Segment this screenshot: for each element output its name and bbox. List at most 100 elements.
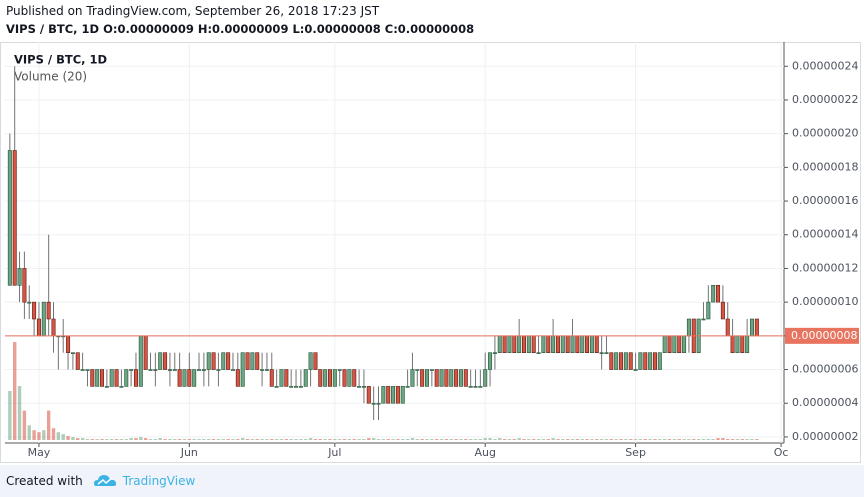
- candle-body: [614, 352, 619, 370]
- volume-bar: [376, 439, 381, 440]
- volume-bar: [716, 438, 720, 440]
- candle-body: [468, 386, 473, 388]
- volume-bar: [750, 439, 754, 440]
- candle-body: [551, 335, 556, 353]
- candle-body: [420, 369, 425, 387]
- volume-bar: [653, 439, 657, 440]
- candle-body: [560, 335, 565, 353]
- candle-body: [541, 335, 546, 353]
- volume-bar: [532, 439, 536, 440]
- candle-body: [415, 369, 420, 371]
- candle-body: [517, 335, 522, 353]
- volume-bar: [473, 439, 478, 440]
- volume-bar: [415, 439, 419, 440]
- candle-body: [303, 369, 308, 387]
- volume-bar: [672, 439, 677, 440]
- candle-body: [12, 150, 17, 286]
- volume-bar: [507, 439, 512, 440]
- candle-body: [230, 369, 235, 371]
- candle-body: [458, 369, 463, 387]
- candle-body: [119, 386, 124, 388]
- candle-body: [638, 352, 643, 370]
- candle-body: [585, 335, 590, 353]
- volume-bar: [27, 425, 31, 440]
- logo: [93, 475, 116, 486]
- candle-body: [706, 301, 711, 320]
- volume-bar: [362, 439, 366, 440]
- volume-bar: [216, 439, 221, 440]
- volume-bar: [662, 439, 667, 440]
- volume-bar: [512, 439, 517, 440]
- volume-bar: [245, 439, 250, 440]
- candle-body: [725, 318, 730, 337]
- y-tick-label: 0.00000010: [792, 295, 858, 308]
- candle-body: [580, 335, 585, 353]
- volume-bar: [396, 439, 400, 440]
- volume-bar: [328, 439, 332, 440]
- volume-bar: [173, 439, 177, 440]
- last-price-box: [785, 327, 859, 344]
- volume-bar: [371, 438, 376, 440]
- volume-bar: [304, 439, 308, 440]
- candle-body: [318, 369, 323, 387]
- volume-bar: [638, 439, 643, 440]
- volume-bar: [337, 439, 342, 440]
- frame: [0, 42, 861, 463]
- volume-bar: [454, 439, 458, 440]
- volume-bar: [599, 439, 604, 440]
- candle-body: [720, 301, 725, 320]
- candle-body: [337, 369, 342, 371]
- candle-body: [41, 301, 46, 337]
- volume-bar: [270, 439, 274, 440]
- volume-bar: [308, 438, 313, 440]
- volume-bar: [22, 410, 27, 440]
- candle-body: [565, 335, 570, 353]
- candle-body: [124, 369, 129, 387]
- volume-bar: [580, 439, 584, 440]
- volume-bar: [221, 439, 225, 440]
- volume-bar: [633, 439, 638, 440]
- volume-bar: [8, 391, 12, 440]
- candle-body: [594, 335, 599, 353]
- volume-bar: [493, 439, 497, 440]
- candle-body: [604, 352, 609, 354]
- volume-bar: [444, 439, 449, 440]
- volume-bar: [250, 439, 255, 440]
- volume-bar: [546, 439, 550, 440]
- volume-bar: [207, 439, 211, 440]
- ohlc: VIPS / BTC, 1D O:0.00000009 H:0.00000009…: [6, 22, 475, 36]
- candle-body: [197, 369, 202, 371]
- volume-bar: [240, 438, 245, 440]
- candle-body: [570, 335, 575, 353]
- candle-body: [274, 386, 279, 388]
- candle-body: [22, 268, 27, 303]
- volume-bar: [284, 439, 289, 440]
- candle-body: [366, 386, 371, 404]
- candle-body: [172, 369, 177, 371]
- candle-body: [711, 284, 716, 303]
- candle-body: [536, 352, 541, 354]
- volume-bar: [139, 437, 143, 440]
- volume-bar: [318, 439, 322, 440]
- candle-body: [66, 335, 71, 353]
- volume-bar: [129, 438, 133, 440]
- candle-body: [313, 352, 318, 370]
- brand[interactable]: TradingView: [122, 474, 196, 488]
- volume-bar: [745, 439, 749, 440]
- candle-body: [284, 369, 289, 387]
- volume-bar: [32, 430, 36, 440]
- candle-body: [730, 335, 735, 353]
- candle-body: [332, 369, 337, 387]
- volume-bar: [85, 439, 90, 440]
- volume-bar: [575, 439, 580, 440]
- x-tick-label: Aug: [474, 446, 495, 459]
- last-price-label: 0.00000008: [791, 329, 857, 342]
- volume-bar: [61, 434, 65, 440]
- candle-body: [211, 352, 216, 370]
- volume-bar: [735, 439, 740, 440]
- candle-body: [226, 352, 231, 370]
- candle-body: [745, 335, 750, 353]
- candle-body: [657, 352, 662, 370]
- candle-body: [104, 386, 109, 388]
- y-tick-label: 0.00000004: [792, 396, 858, 409]
